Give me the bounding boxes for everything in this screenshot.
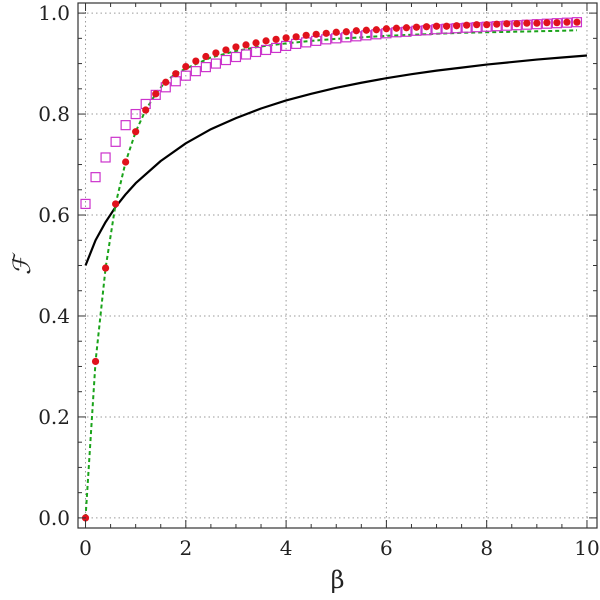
red-dot-point (493, 20, 501, 28)
magenta-square-point (80, 198, 91, 210)
magenta-square-point (90, 172, 101, 183)
red-dot-point (422, 23, 431, 31)
red-dot-point (272, 35, 280, 43)
red-dot-point (182, 63, 190, 71)
series-3-open-square (80, 17, 583, 210)
red-dot-point (473, 21, 481, 29)
red-dot-point (112, 200, 120, 208)
dashed-curve (84, 29, 577, 518)
magenta-square-point (301, 37, 312, 48)
red-dot-point (382, 25, 390, 33)
magenta-square-point (220, 54, 232, 66)
red-dot-point (242, 41, 250, 49)
y-tick-label: 0.6 (38, 203, 70, 227)
magenta-square-point (200, 62, 211, 73)
red-dot-point (132, 128, 140, 136)
plot-series (80, 17, 588, 522)
plot-frame (77, 2, 598, 529)
red-dot-point (322, 29, 330, 37)
red-dot-point (262, 37, 270, 45)
red-dot-point (202, 52, 210, 61)
y-tick-label: 0.0 (38, 506, 70, 530)
x-tick-label: 4 (280, 536, 293, 560)
red-dot-point (533, 19, 541, 27)
red-dot-point (101, 264, 110, 272)
red-dot-point (432, 22, 441, 30)
magenta-square-point (230, 51, 242, 63)
axis-ticks: 0 2 4 6 8 10 0.0 0.2 0.4 0.6 0.8 1.0 (38, 1, 600, 560)
red-dot-point (332, 28, 340, 36)
red-dot-point (312, 30, 320, 38)
red-dot-point (523, 19, 531, 27)
magenta-square-point (110, 136, 121, 147)
red-dot-point (122, 158, 130, 166)
magenta-square-point (130, 108, 141, 120)
red-dot-point (563, 18, 571, 26)
solid-curve (84, 54, 588, 266)
series-2-filled-circle (81, 18, 581, 522)
red-dot-point (483, 21, 491, 29)
red-dot-point (292, 33, 300, 41)
magenta-square-point (571, 17, 583, 28)
y-axis-title: ℱ (8, 252, 36, 275)
magenta-square-point (561, 17, 573, 28)
red-dot-point (232, 43, 240, 51)
red-dot-point (302, 31, 310, 39)
magenta-square-point (551, 18, 562, 29)
red-dot-point (152, 90, 160, 98)
y-tick-label: 0.2 (38, 405, 70, 429)
red-dot-point (513, 20, 521, 28)
grid-lines (78, 3, 597, 528)
red-dot-point (452, 22, 461, 30)
red-dot-point (282, 34, 290, 42)
red-dot-point (463, 21, 471, 29)
red-dot-point (503, 20, 511, 28)
y-tick-label: 0.4 (38, 304, 70, 328)
x-tick-label: 0 (79, 536, 92, 560)
magenta-square-point (291, 38, 302, 49)
red-dot-point (192, 57, 200, 65)
series-0-solid-line (84, 54, 588, 266)
x-tick-label: 8 (480, 536, 493, 560)
x-tick-label: 6 (380, 536, 393, 560)
red-dot-point (412, 23, 421, 31)
red-dot-point (392, 24, 401, 32)
red-dot-point (543, 19, 551, 27)
red-dot-point (222, 46, 230, 54)
red-dot-point (352, 27, 360, 35)
red-dot-point (442, 22, 451, 30)
series-1-dashed-line (84, 29, 577, 518)
red-dot-point (212, 49, 220, 57)
magenta-square-point (190, 66, 201, 77)
magenta-square-point (180, 70, 191, 81)
red-dot-point (142, 106, 150, 114)
red-dot-point (91, 357, 100, 366)
x-tick-label: 2 (179, 536, 192, 560)
x-axis-title: β (331, 566, 345, 594)
red-dot-point (402, 24, 411, 32)
red-dot-point (362, 26, 370, 34)
red-dot-point (372, 26, 380, 34)
red-dot-point (553, 19, 561, 27)
magenta-square-point (210, 58, 221, 69)
red-dot-point (573, 18, 581, 26)
magenta-square-point (240, 49, 252, 60)
y-tick-label: 0.8 (38, 102, 70, 126)
magenta-square-point (170, 76, 181, 87)
magenta-square-point (250, 46, 262, 58)
magenta-square-point (270, 42, 282, 54)
y-tick-label: 1.0 (38, 1, 70, 25)
magenta-square-point (260, 44, 272, 56)
red-dot-point (342, 28, 350, 36)
magenta-square-point (100, 152, 111, 163)
red-dot-point (252, 39, 260, 47)
red-dot-point (162, 78, 170, 86)
magenta-square-point (120, 120, 131, 131)
red-dot-point (172, 70, 180, 78)
x-tick-label: 10 (574, 536, 599, 560)
